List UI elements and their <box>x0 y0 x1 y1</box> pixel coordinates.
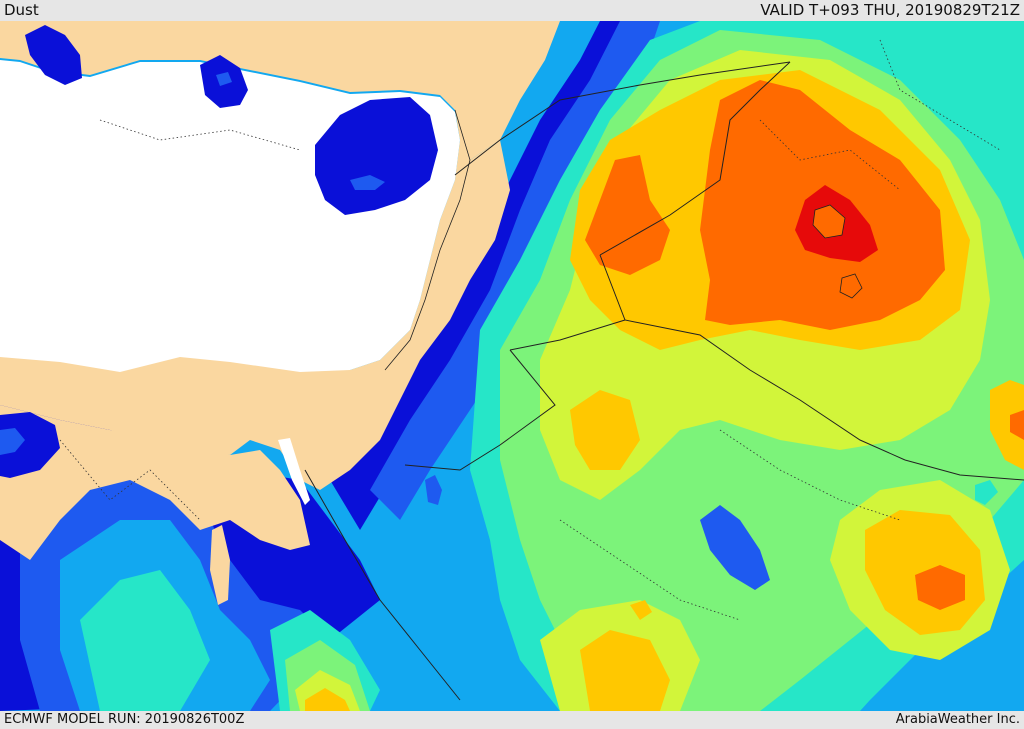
contour-gold-south <box>580 630 670 711</box>
dust-forecast-map <box>0 21 1024 711</box>
field-label: Dust <box>4 1 39 19</box>
coastline-east-med <box>384 109 471 371</box>
contour-orange-east-edge <box>1010 410 1024 440</box>
nile-feature <box>210 525 230 605</box>
contour-teal-spot <box>975 480 998 505</box>
water-bodies <box>210 204 863 605</box>
border-iraq-kuwait <box>904 459 1024 481</box>
dust-contours <box>0 21 1024 711</box>
contour-lighter-blue-turkey <box>216 72 232 86</box>
contour-blue-spot-central <box>700 505 770 590</box>
model-run-label: ECMWF MODEL RUN: 20190826T00Z <box>4 712 245 727</box>
lake-razzaza <box>839 273 863 299</box>
border-saudi-jordan <box>404 349 556 471</box>
border-turkey-syria <box>454 61 791 176</box>
border-egypt-sinai <box>304 469 461 701</box>
land-anatolia <box>0 21 560 160</box>
contour-blue-sea-east <box>315 97 438 215</box>
land-egypt-north <box>0 405 310 560</box>
province-line-5 <box>559 519 741 621</box>
lake-tharthar <box>812 204 846 239</box>
contour-orange-syria <box>585 155 670 275</box>
contour-gold-jordan <box>570 390 640 470</box>
contour-teal-west <box>80 570 210 711</box>
footer-bar: ECMWF MODEL RUN: 20190826T00Z ArabiaWeat… <box>0 711 1024 729</box>
provincial-borders <box>59 39 1001 621</box>
contour-lighter-blue-sea-east <box>350 175 385 190</box>
province-line-4 <box>719 429 901 521</box>
contour-gold-east-edge <box>990 380 1024 470</box>
province-line-3 <box>759 119 901 191</box>
dust-over-sea <box>0 25 438 478</box>
land-levant <box>0 110 510 490</box>
borders <box>304 61 1024 701</box>
credit-label: ArabiaWeather Inc. <box>895 712 1020 727</box>
contour-blue-spot-jordan <box>425 475 442 505</box>
border-syria-iraq <box>599 61 791 256</box>
gulf-of-suez <box>278 438 310 505</box>
contour-lighter-blue-egypt-west <box>0 428 25 455</box>
header-bar: Dust VALID T+093 THU, 20190829T21Z <box>0 0 1024 21</box>
province-line-6 <box>879 39 1001 151</box>
border-saudi-north <box>509 319 626 351</box>
contour-blue-aegean <box>25 25 82 85</box>
contour-orange-south-dot <box>630 600 652 620</box>
contour-orange-southeast <box>915 565 965 610</box>
contour-orange-sinai <box>305 688 350 711</box>
valid-time-label: VALID T+093 THU, 20190829T21Z <box>760 1 1020 19</box>
